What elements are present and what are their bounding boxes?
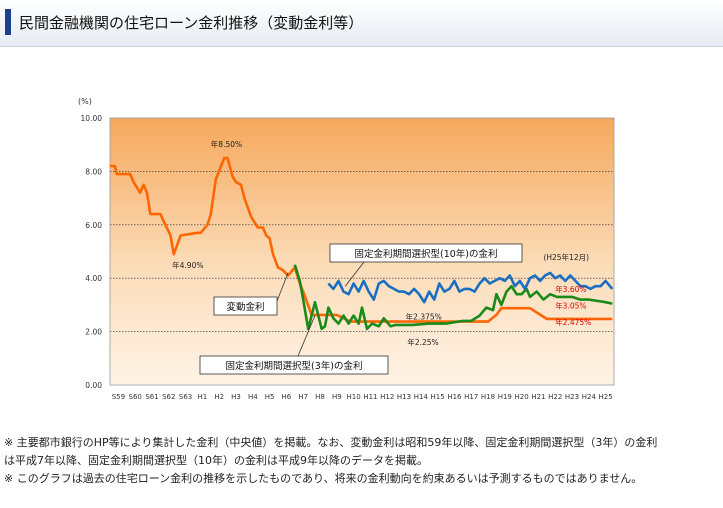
callout-fixed10-leader — [344, 261, 365, 287]
series-line-2 — [327, 271, 614, 304]
annotation-end-variable: 年2.475% — [555, 317, 591, 327]
y-tick-label: 4.00 — [85, 274, 102, 283]
x-tick-label: H17 — [464, 393, 478, 401]
series-lines — [110, 156, 614, 331]
x-tick-label: H24 — [582, 393, 597, 401]
annotation-f3-low: 年2.25% — [407, 337, 438, 347]
x-tick-label: S63 — [179, 393, 192, 401]
x-tick-label: H21 — [531, 393, 545, 401]
x-tick-label: S59 — [112, 393, 125, 401]
x-tick-label: S61 — [145, 393, 158, 401]
callout-fixed3-label: 固定金利期間選択型(3年)の金利 — [226, 360, 363, 372]
x-tick-label: H12 — [380, 393, 394, 401]
plot-border — [109, 117, 615, 386]
annotation-low: 年4.90% — [172, 260, 203, 270]
header: 民間金融機関の住宅ローン金利推移（変動金利等） — [0, 0, 723, 47]
x-tick-label: S62 — [162, 393, 175, 401]
x-axis: S59 S60 S61 S62 S63 H1 H2 H3 H4 H5 H6 H7 H8 H9 H10 H11 H… — [112, 393, 613, 401]
x-tick-label: H16 — [447, 393, 462, 401]
x-tick-label: H23 — [565, 393, 579, 401]
x-tick-label: H10 — [347, 393, 361, 401]
grid — [109, 117, 615, 386]
x-tick-label: H2 — [214, 393, 224, 401]
y-tick-label: 8.00 — [85, 167, 102, 176]
x-tick-label: H13 — [397, 393, 411, 401]
x-tick-label: H8 — [315, 393, 325, 401]
annotations: 年8.50% 年4.90% 年2.375% 年2.25% (H25年12月) 年3.60%… — [172, 139, 591, 375]
note-line-1: ※ 主要都市銀行のHP等により集計した金利（中央値）を掲載。なお、変動金利は昭和… — [4, 436, 658, 449]
callout-fixed10-box — [329, 243, 523, 263]
x-tick-label: H9 — [332, 393, 342, 401]
x-tick-label: H14 — [414, 393, 429, 401]
x-tick-label: H11 — [363, 393, 377, 401]
x-tick-label: H7 — [298, 393, 308, 401]
y-tick-label: 0.00 — [85, 381, 102, 390]
y-axis-label: (%) — [78, 97, 92, 106]
page-title: 民間金融機関の住宅ローン金利推移（変動金利等） — [19, 14, 364, 32]
callout-fixed10-label: 固定金利期間選択型(10年)の金利 — [354, 248, 497, 260]
x-tick-label: H18 — [481, 393, 495, 401]
x-tick-label: H4 — [248, 393, 258, 401]
x-tick-label: H20 — [515, 393, 529, 401]
annotation-date: (H25年12月) — [543, 252, 589, 262]
x-tick-label: S60 — [129, 393, 142, 401]
annotation-end-10y: 年3.60% — [555, 284, 586, 294]
callout-fixed3-box — [199, 355, 389, 375]
x-tick-label: H5 — [265, 393, 275, 401]
callout-variable-leader — [276, 272, 289, 302]
note-line-3: ※ このグラフは過去の住宅ローン金利の推移を示したものであり、将来の金利動向を約… — [4, 472, 643, 485]
x-tick-label: H19 — [498, 393, 512, 401]
x-tick-label: H3 — [231, 393, 241, 401]
chart-area: 0.00 2.00 4.00 6.00 8.00 10.00 S59 S60 S61 S62 S6… — [64, 86, 664, 408]
rate-chart: 0.00 2.00 4.00 6.00 8.00 10.00 S59 S60 S61 S62 S6… — [78, 97, 615, 401]
x-tick-label: H22 — [548, 393, 562, 401]
header-accent-bar — [5, 9, 11, 35]
x-tick-label: H15 — [431, 393, 445, 401]
y-axis: 0.00 2.00 4.00 6.00 8.00 10.00 — [81, 114, 103, 390]
callout-fixed3-leader — [297, 315, 316, 357]
y-tick-label: 10.00 — [81, 114, 103, 123]
note-line-2: は平成7年以降、固定金利期間選択型（10年）の金利は平成9年以降のデータを掲載。 — [4, 454, 428, 467]
x-tick-label: H1 — [198, 393, 208, 401]
callout-variable-box — [213, 296, 278, 316]
x-tick-label: H6 — [282, 393, 292, 401]
y-tick-label: 6.00 — [85, 221, 102, 230]
x-tick-label: H25 — [599, 393, 613, 401]
annotation-var-low: 年2.375% — [406, 312, 442, 322]
annotation-end-3y: 年3.05% — [555, 301, 586, 311]
y-tick-label: 2.00 — [85, 328, 102, 337]
series-line-1 — [293, 264, 613, 331]
notes: ※ 主要都市銀行のHP等により集計した金利（中央値）を掲載。なお、変動金利は昭和… — [4, 434, 720, 488]
callout-variable-label: 変動金利 — [226, 301, 264, 313]
annotation-peak: 年8.50% — [211, 139, 242, 149]
